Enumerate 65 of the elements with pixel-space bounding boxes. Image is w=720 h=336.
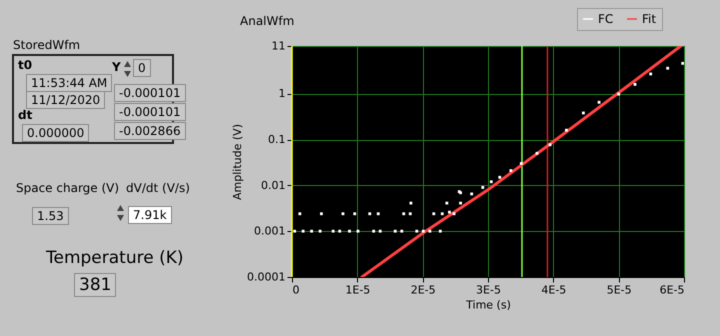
- point: [310, 230, 314, 233]
- point: [320, 212, 323, 216]
- legend-label: FC: [598, 12, 614, 26]
- text: 7.91k: [128, 206, 172, 224]
- point: [342, 212, 344, 216]
- y-tick-label: 0.1: [268, 133, 286, 146]
- x-tick-label: 6E-5: [660, 284, 684, 296]
- point: [509, 169, 512, 172]
- point: [452, 212, 456, 216]
- point: [634, 82, 636, 86]
- chart-title: AnalWfm: [240, 14, 294, 28]
- text: StoredWfm: [13, 38, 80, 52]
- text: Temperature (K): [46, 248, 184, 268]
- point: [445, 202, 448, 205]
- text: 11:53:44 AM: [26, 74, 112, 92]
- point: [520, 162, 523, 165]
- text: -0.002866: [114, 122, 186, 140]
- point: [318, 230, 322, 233]
- x-axis-title: Time (s): [465, 298, 511, 312]
- text: 381: [74, 273, 116, 297]
- text: -0.000101: [114, 84, 186, 102]
- text: -0.000101: [114, 103, 186, 121]
- point: [298, 212, 302, 216]
- point: [649, 72, 652, 76]
- point: [302, 230, 305, 233]
- point: [582, 112, 585, 114]
- legend-label: Fit: [642, 12, 656, 26]
- text: 11/12/2020: [26, 91, 106, 109]
- point: [293, 230, 296, 233]
- x-tick-label: 4E-5: [541, 284, 566, 296]
- x-tick-label: 2E-5: [410, 284, 436, 296]
- x-tick-label: 1E-5: [345, 284, 370, 296]
- point: [617, 92, 620, 96]
- text: 1.53: [32, 207, 69, 225]
- y-tick-label: 0.001: [254, 224, 286, 238]
- point: [448, 210, 451, 214]
- line-series: [360, 46, 682, 277]
- point: [428, 230, 432, 233]
- y-axis-title: Amplitude (V): [231, 124, 244, 200]
- text: Space charge (V): [16, 181, 120, 195]
- point: [681, 62, 684, 65]
- point: [470, 192, 474, 196]
- point: [409, 202, 412, 205]
- x-tick-label: 0: [292, 284, 300, 296]
- point: [356, 230, 360, 233]
- point: [481, 186, 484, 189]
- x-tick-label: 5E-5: [606, 284, 632, 296]
- text: 0.000000: [22, 124, 90, 142]
- text: Y: [112, 60, 121, 74]
- point: [459, 202, 462, 205]
- point: [548, 143, 552, 146]
- y-tick-label: 1: [278, 87, 286, 100]
- text: t0: [18, 58, 32, 72]
- y-tick-label: 0.0001: [247, 270, 286, 284]
- point: [564, 128, 568, 132]
- text: dt: [18, 108, 32, 122]
- y-tick-label: 0.01: [261, 178, 286, 192]
- point: [598, 100, 600, 104]
- point: [332, 230, 335, 233]
- point: [348, 230, 351, 233]
- x-tick-label: 3E-5: [476, 284, 501, 296]
- text: dV/dt (V/s): [126, 181, 190, 195]
- y-tick-label: 11: [272, 40, 286, 52]
- point: [536, 152, 538, 155]
- text: 0: [133, 59, 151, 77]
